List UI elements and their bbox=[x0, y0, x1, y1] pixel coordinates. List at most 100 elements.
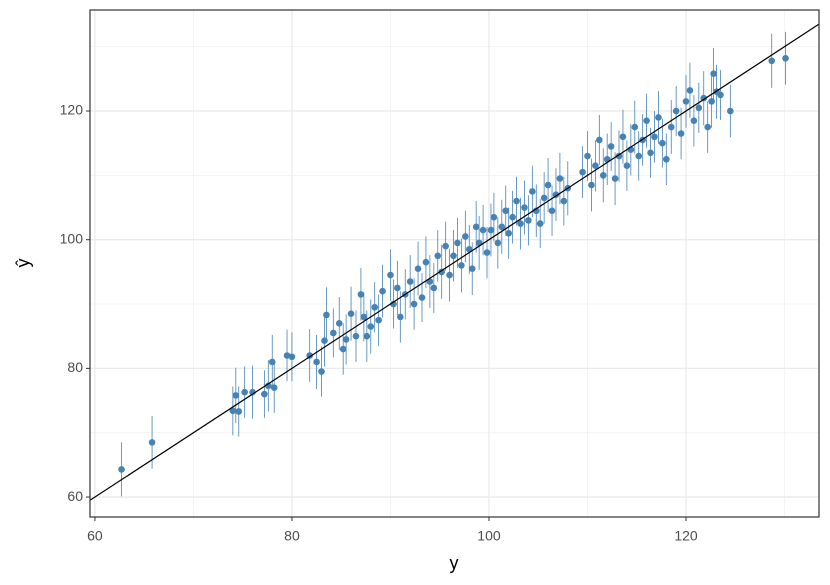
point bbox=[375, 316, 382, 324]
point bbox=[462, 233, 469, 240]
point bbox=[643, 117, 650, 124]
point bbox=[371, 303, 379, 311]
point bbox=[525, 217, 532, 224]
point bbox=[544, 181, 552, 189]
point bbox=[446, 271, 453, 279]
point bbox=[599, 172, 607, 179]
point bbox=[323, 311, 330, 319]
point bbox=[690, 117, 698, 124]
point bbox=[677, 130, 685, 137]
x-tick-label: 60 bbox=[87, 528, 103, 544]
point bbox=[686, 87, 694, 94]
point bbox=[623, 162, 631, 170]
point bbox=[288, 353, 296, 361]
point bbox=[695, 104, 703, 112]
point bbox=[727, 107, 734, 115]
point bbox=[270, 384, 278, 391]
point bbox=[229, 407, 237, 415]
y-axis-title: ŷ bbox=[13, 259, 33, 268]
point bbox=[521, 204, 528, 211]
point bbox=[342, 336, 350, 343]
point bbox=[635, 152, 643, 160]
point bbox=[556, 175, 564, 182]
point bbox=[410, 300, 418, 308]
point bbox=[704, 123, 711, 131]
point bbox=[505, 229, 512, 237]
point bbox=[390, 300, 397, 308]
point bbox=[458, 262, 465, 269]
point bbox=[487, 226, 495, 234]
point bbox=[667, 123, 675, 131]
point bbox=[379, 287, 386, 295]
point bbox=[717, 91, 724, 99]
point bbox=[631, 123, 639, 131]
point bbox=[241, 388, 248, 396]
point bbox=[619, 133, 627, 141]
point bbox=[249, 388, 256, 396]
point bbox=[498, 223, 506, 231]
point bbox=[352, 332, 360, 340]
identity-line bbox=[89, 23, 820, 501]
point bbox=[611, 175, 619, 182]
point bbox=[454, 239, 461, 247]
point bbox=[536, 220, 544, 227]
x-tick-label: 120 bbox=[674, 528, 698, 544]
point bbox=[414, 265, 422, 272]
point bbox=[363, 332, 371, 340]
point bbox=[490, 213, 498, 221]
point bbox=[442, 242, 449, 250]
point bbox=[430, 284, 438, 292]
x-axis-title: y bbox=[450, 553, 459, 573]
y-tick-label: 80 bbox=[67, 359, 83, 375]
point bbox=[708, 98, 715, 105]
point bbox=[335, 320, 343, 327]
point bbox=[472, 223, 480, 231]
point bbox=[483, 249, 491, 256]
point bbox=[517, 220, 524, 227]
point bbox=[313, 358, 320, 366]
point bbox=[540, 194, 548, 202]
point bbox=[548, 207, 556, 215]
point bbox=[468, 265, 476, 272]
point bbox=[509, 213, 516, 221]
point bbox=[651, 133, 658, 141]
point bbox=[782, 54, 789, 62]
point bbox=[387, 271, 394, 279]
point bbox=[513, 197, 520, 205]
point bbox=[502, 207, 510, 215]
point bbox=[494, 239, 502, 247]
point bbox=[360, 313, 368, 321]
point bbox=[394, 284, 401, 292]
point bbox=[607, 143, 615, 150]
point bbox=[367, 323, 375, 330]
point bbox=[710, 70, 717, 77]
point bbox=[418, 294, 426, 301]
panel-border bbox=[89, 9, 820, 518]
point bbox=[647, 149, 654, 157]
point bbox=[659, 139, 666, 147]
point bbox=[347, 310, 355, 317]
point bbox=[321, 337, 328, 345]
point bbox=[479, 226, 487, 234]
point bbox=[560, 197, 568, 205]
point bbox=[579, 168, 586, 176]
point bbox=[357, 291, 365, 298]
x-tick-label: 80 bbox=[284, 528, 300, 544]
point bbox=[268, 358, 276, 366]
point bbox=[406, 278, 414, 285]
point bbox=[592, 162, 599, 170]
point bbox=[265, 382, 272, 390]
point bbox=[434, 252, 442, 260]
point bbox=[330, 329, 337, 337]
y-tick-label: 60 bbox=[67, 488, 83, 504]
point bbox=[235, 408, 243, 415]
point bbox=[532, 207, 540, 215]
point bbox=[261, 390, 268, 398]
point bbox=[118, 466, 125, 473]
point bbox=[682, 98, 690, 105]
point bbox=[339, 345, 347, 353]
x-tick-label: 100 bbox=[477, 528, 501, 544]
point bbox=[318, 368, 325, 375]
